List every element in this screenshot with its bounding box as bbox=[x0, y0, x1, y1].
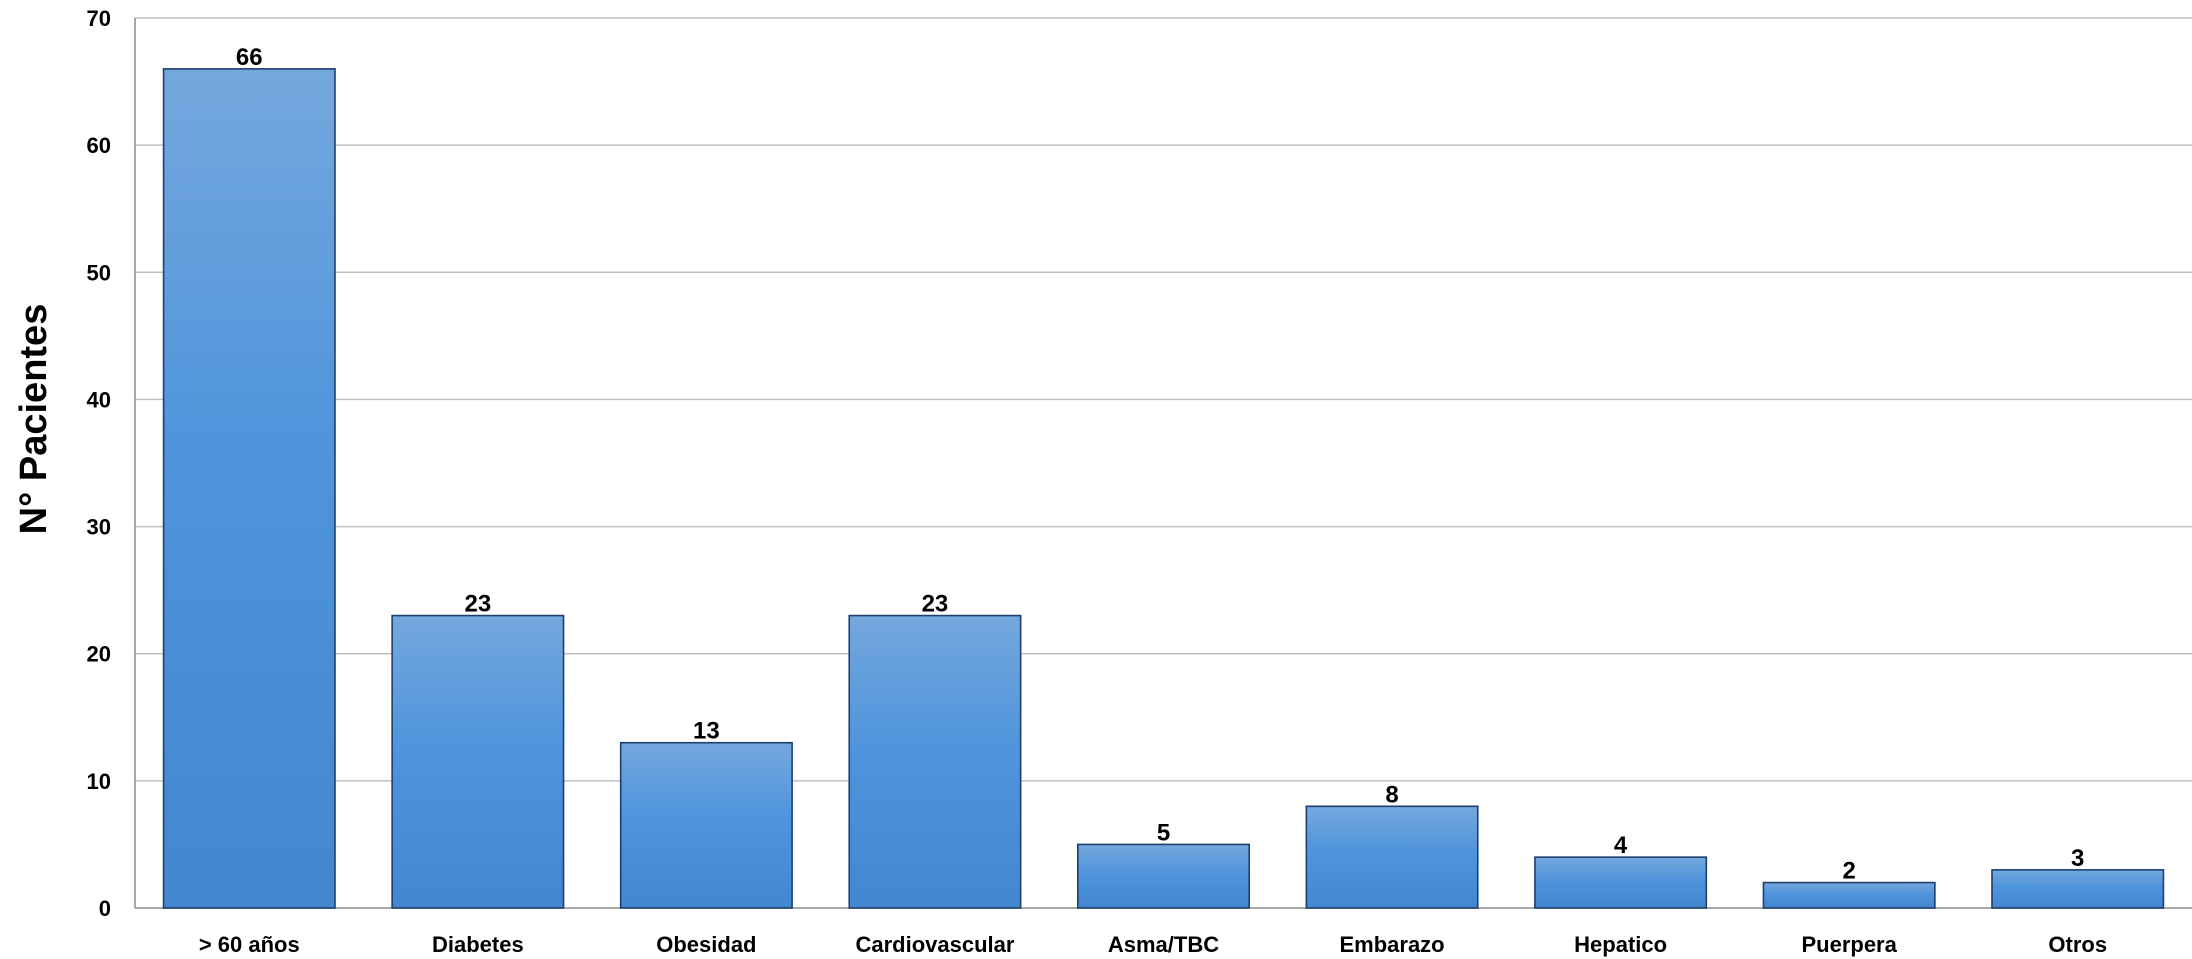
bar-3 bbox=[848, 614, 1022, 909]
x-tick-label: Embarazo bbox=[1339, 932, 1444, 957]
y-axis-title: N° Pacientes bbox=[13, 304, 55, 535]
bar-7 bbox=[1762, 881, 1936, 909]
x-tick-label: > 60 años bbox=[199, 932, 300, 957]
bar-8 bbox=[1991, 869, 2165, 909]
y-tick-label: 60 bbox=[87, 133, 111, 158]
y-tick-label: 30 bbox=[87, 515, 111, 540]
x-tick-label: Hepatico bbox=[1574, 932, 1667, 957]
x-tick-label: Asma/TBC bbox=[1108, 932, 1219, 957]
bar-6 bbox=[1534, 856, 1708, 909]
bar-1 bbox=[391, 614, 565, 909]
data-label-6: 4 bbox=[1614, 832, 1628, 859]
bar-4 bbox=[1076, 843, 1251, 909]
x-tick-label: Otros bbox=[2048, 932, 2107, 957]
y-tick-label: 40 bbox=[87, 387, 111, 412]
bar-2 bbox=[619, 741, 793, 909]
y-tick-label: 50 bbox=[87, 260, 111, 285]
y-tick-label: 0 bbox=[99, 896, 111, 921]
bar-5 bbox=[1305, 805, 1479, 909]
y-tick-label: 10 bbox=[87, 769, 111, 794]
y-tick-label: 20 bbox=[87, 642, 111, 667]
x-tick-label: Puerpera bbox=[1801, 932, 1897, 957]
bars bbox=[162, 68, 2165, 909]
data-label-4: 5 bbox=[1157, 819, 1170, 846]
y-tick-label: 70 bbox=[87, 6, 111, 31]
x-tick-label: Obesidad bbox=[656, 932, 756, 957]
data-label-0: 66 bbox=[236, 44, 263, 71]
data-label-1: 23 bbox=[464, 591, 491, 618]
data-label-7: 2 bbox=[1842, 858, 1855, 885]
x-tick-label: Cardiovascular bbox=[855, 932, 1014, 957]
data-label-5: 8 bbox=[1385, 781, 1398, 808]
data-label-3: 23 bbox=[922, 591, 949, 618]
x-tick-label: Diabetes bbox=[432, 932, 524, 957]
data-label-8: 3 bbox=[2071, 845, 2084, 872]
data-label-2: 13 bbox=[693, 718, 720, 745]
bar-0 bbox=[162, 68, 336, 909]
